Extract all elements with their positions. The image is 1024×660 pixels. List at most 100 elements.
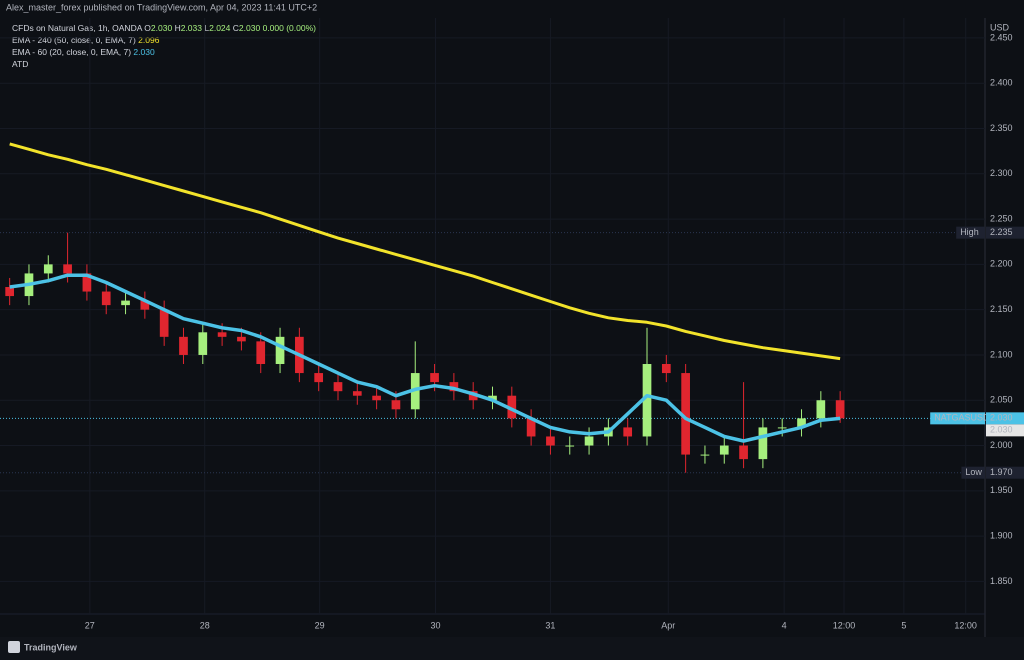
candle-body bbox=[507, 395, 517, 419]
y-tick-label: 2.350 bbox=[990, 123, 1013, 133]
candle-body bbox=[526, 418, 536, 437]
x-tick-label: 28 bbox=[200, 620, 210, 630]
candle-body bbox=[719, 445, 729, 455]
ohlc-key: H bbox=[175, 23, 181, 33]
price-name-box bbox=[930, 412, 985, 425]
candle-body bbox=[661, 364, 671, 374]
ohlc-value: 2.033 bbox=[181, 23, 203, 33]
x-tick-label: 4 bbox=[782, 620, 787, 630]
y-tick-label: 2.100 bbox=[990, 349, 1013, 359]
candle-body bbox=[584, 436, 594, 446]
price-value: 1.970 bbox=[990, 467, 1013, 477]
y-tick-label: 2.200 bbox=[990, 259, 1013, 269]
candle-body bbox=[159, 309, 169, 337]
study-name: EMA - 240 (50, close, 0, EMA, 7) bbox=[12, 35, 136, 45]
legend-study: EMA - 60 (20, close, 0, EMA, 7) 2.030 bbox=[12, 47, 155, 57]
candle-body bbox=[333, 382, 343, 392]
candle-body bbox=[101, 291, 111, 306]
ohlc-key: O bbox=[144, 23, 151, 33]
candle-body bbox=[449, 382, 459, 392]
price-value: 2.030 bbox=[990, 413, 1013, 423]
candle-body bbox=[63, 264, 72, 274]
candle-body bbox=[391, 400, 401, 410]
candle-body bbox=[681, 373, 690, 455]
candle-body bbox=[372, 395, 381, 401]
x-tick-label: 12:00 bbox=[954, 620, 977, 630]
candle-body bbox=[198, 332, 208, 355]
ema-line bbox=[9, 142, 841, 361]
candle-body bbox=[816, 400, 826, 419]
axis-unit: USD bbox=[990, 22, 1010, 32]
footer-bar bbox=[0, 637, 1024, 660]
y-tick-label: 2.050 bbox=[990, 395, 1013, 405]
study-value: 2.096 bbox=[138, 35, 160, 45]
price-value-box bbox=[986, 226, 1024, 239]
y-tick-label: 2.250 bbox=[990, 213, 1013, 223]
legend: CFDs on Natural Gas, 1h, OANDA O2.030 H2… bbox=[12, 23, 316, 69]
candle-body bbox=[121, 300, 130, 306]
candle-body bbox=[237, 336, 246, 342]
symbol: CFDs on Natural Gas, 1h, OANDA bbox=[12, 23, 143, 33]
y-tick-label: 1.950 bbox=[990, 485, 1013, 495]
study-name: EMA - 60 (20, close, 0, EMA, 7) bbox=[12, 47, 131, 57]
candle-body bbox=[314, 373, 324, 383]
ema-line bbox=[9, 273, 841, 443]
candle-body bbox=[758, 427, 768, 460]
ema-value: 2.030 bbox=[990, 425, 1013, 435]
candle-body bbox=[217, 332, 227, 337]
legend-symbol: CFDs on Natural Gas, 1h, OANDA O2.030 H2… bbox=[12, 23, 316, 33]
candle-body bbox=[546, 436, 555, 446]
publisher: Alex_master_forex published on TradingVi… bbox=[6, 2, 317, 12]
candle-body bbox=[430, 373, 439, 383]
study-value: 2.030 bbox=[133, 47, 155, 57]
y-tick-label: 2.300 bbox=[990, 168, 1013, 178]
price-value-box bbox=[986, 466, 1024, 479]
price-name-box bbox=[956, 226, 985, 239]
logo-icon bbox=[8, 641, 20, 653]
legend-study: EMA - 240 (50, close, 0, EMA, 7) 2.096 bbox=[12, 35, 160, 45]
price-name: NATGASUSD bbox=[934, 413, 990, 423]
legend-study: ATD bbox=[12, 59, 28, 69]
x-tick-label: 29 bbox=[315, 620, 325, 630]
price-name-box bbox=[961, 466, 985, 479]
price-name: Low bbox=[965, 467, 982, 477]
candle-body bbox=[642, 364, 652, 437]
brand: TradingView bbox=[24, 642, 78, 652]
x-tick-label: 12:00 bbox=[833, 620, 856, 630]
candle-body bbox=[5, 287, 15, 297]
x-tick-label: Apr bbox=[661, 620, 675, 630]
candle-body bbox=[623, 427, 633, 437]
ohlc-value: 2.030 bbox=[239, 23, 261, 33]
candle-body bbox=[700, 454, 710, 456]
ohlc-key: C bbox=[233, 23, 239, 33]
candle-body bbox=[797, 418, 806, 428]
candle-body bbox=[179, 336, 188, 355]
candle-body bbox=[140, 300, 150, 310]
candle-body bbox=[488, 395, 497, 401]
candle-body bbox=[256, 341, 266, 365]
y-tick-label: 2.400 bbox=[990, 78, 1013, 88]
ohlc-key: L bbox=[204, 23, 209, 33]
y-tick-label: 2.450 bbox=[990, 32, 1013, 42]
x-tick-label: 31 bbox=[545, 620, 555, 630]
ema-value-box bbox=[986, 424, 1024, 437]
candle-body bbox=[739, 445, 748, 460]
x-tick-label: 27 bbox=[85, 620, 95, 630]
ohlc-value: 2.024 bbox=[209, 23, 231, 33]
x-tick-label: 5 bbox=[901, 620, 906, 630]
price-name: High bbox=[960, 227, 979, 237]
price-value: 2.235 bbox=[990, 227, 1013, 237]
candle-body bbox=[43, 264, 53, 274]
candle-body bbox=[777, 427, 787, 429]
candle-body bbox=[835, 400, 845, 419]
ohlc-value: 2.030 bbox=[151, 23, 173, 33]
x-tick-label: 30 bbox=[431, 620, 441, 630]
price-value-box bbox=[986, 412, 1024, 425]
y-tick-label: 2.000 bbox=[990, 440, 1013, 450]
y-tick-label: 2.150 bbox=[990, 304, 1013, 314]
change: 0.000 (0.00%) bbox=[263, 23, 317, 33]
candle-body bbox=[82, 273, 92, 292]
